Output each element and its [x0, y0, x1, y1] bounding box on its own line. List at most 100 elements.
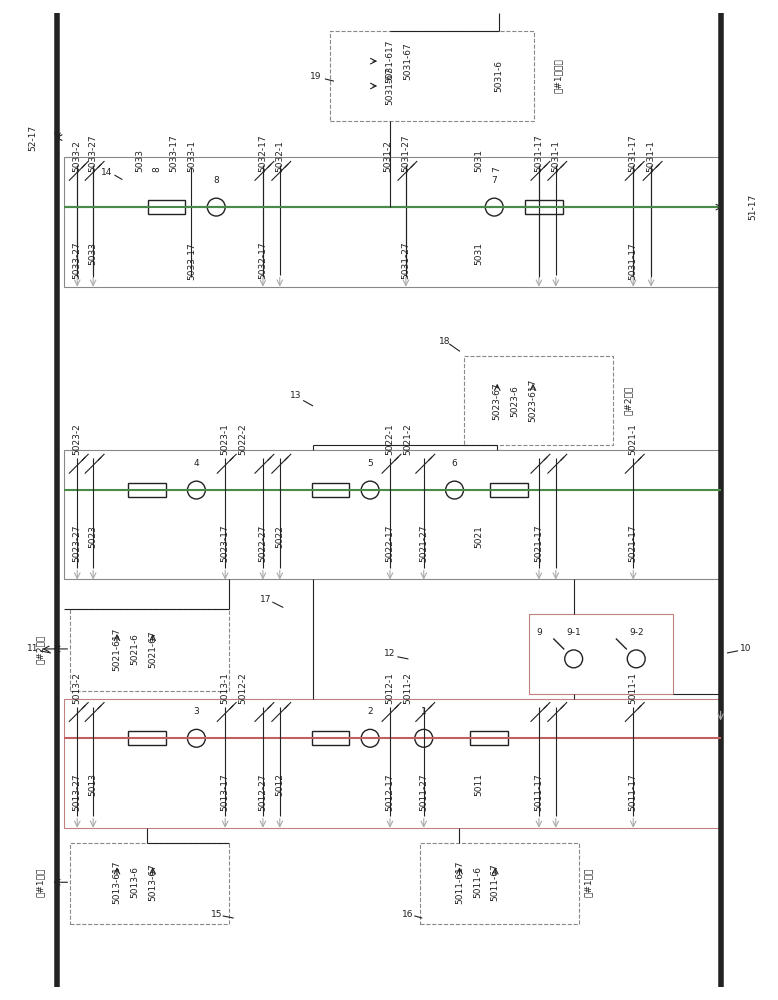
- Bar: [529, 614, 673, 694]
- Bar: [65, 699, 720, 828]
- Text: 5013-27: 5013-27: [72, 773, 82, 811]
- Bar: [525, 200, 562, 214]
- Text: 5022-2: 5022-2: [239, 424, 247, 455]
- Bar: [471, 731, 508, 745]
- Text: 5022-1: 5022-1: [385, 424, 394, 455]
- Circle shape: [415, 729, 433, 747]
- Text: 5021-6: 5021-6: [131, 633, 139, 665]
- Text: 5032-17: 5032-17: [258, 242, 268, 279]
- Circle shape: [627, 650, 645, 668]
- Text: 5033-27: 5033-27: [89, 135, 97, 172]
- Text: 52-17: 52-17: [28, 125, 37, 151]
- Text: 7: 7: [492, 167, 501, 172]
- Text: 5021-27: 5021-27: [419, 525, 428, 562]
- Text: 5013-1: 5013-1: [221, 672, 230, 704]
- Text: 5012: 5012: [275, 773, 284, 796]
- Text: 13: 13: [290, 391, 301, 400]
- Text: 5031-6: 5031-6: [495, 60, 503, 92]
- Bar: [311, 483, 349, 497]
- Text: 5: 5: [367, 459, 373, 468]
- Text: 5023-17: 5023-17: [221, 525, 230, 562]
- Text: 5011-2: 5011-2: [403, 672, 412, 704]
- Text: 5031-2: 5031-2: [384, 140, 393, 172]
- Circle shape: [361, 729, 379, 747]
- Text: 6: 6: [452, 459, 457, 468]
- Text: 5031-27: 5031-27: [401, 135, 410, 172]
- Text: 5011-27: 5011-27: [419, 773, 428, 811]
- Text: 5031-17: 5031-17: [629, 135, 638, 172]
- Text: 14: 14: [101, 168, 113, 177]
- Text: 5031-17: 5031-17: [629, 242, 638, 280]
- Text: 5022: 5022: [275, 525, 284, 548]
- Text: 5033-17: 5033-17: [187, 242, 196, 280]
- Text: 9: 9: [536, 628, 541, 637]
- Text: 至#1进线: 至#1进线: [584, 868, 593, 897]
- Bar: [65, 157, 720, 287]
- Text: 5021-67: 5021-67: [148, 630, 157, 668]
- Bar: [128, 731, 166, 745]
- Text: 5033: 5033: [135, 149, 144, 172]
- Text: 5011-6: 5011-6: [473, 866, 482, 898]
- Bar: [70, 843, 230, 924]
- Text: 5033-2: 5033-2: [72, 140, 82, 172]
- Text: 5011-17: 5011-17: [534, 773, 543, 811]
- Text: 19: 19: [310, 72, 321, 81]
- Text: 5012-2: 5012-2: [239, 672, 247, 704]
- Circle shape: [187, 729, 205, 747]
- Text: 至#2出线: 至#2出线: [36, 634, 45, 664]
- Text: 5022-27: 5022-27: [258, 525, 268, 562]
- Text: 5031-1: 5031-1: [552, 140, 560, 172]
- Text: 1: 1: [421, 707, 426, 716]
- Text: 5021-617: 5021-617: [113, 627, 121, 671]
- Text: 5012-27: 5012-27: [258, 773, 268, 811]
- Text: 4: 4: [194, 459, 199, 468]
- Text: 5031: 5031: [474, 149, 483, 172]
- Text: 5031-67: 5031-67: [403, 42, 412, 80]
- Text: 5023-67: 5023-67: [492, 382, 502, 420]
- Text: 5031: 5031: [474, 242, 483, 265]
- Text: 至#1出线: 至#1出线: [36, 868, 45, 897]
- Text: 5032-17: 5032-17: [258, 135, 268, 172]
- Text: 51-17: 51-17: [748, 194, 757, 220]
- Text: 5013-6: 5013-6: [131, 866, 139, 898]
- Circle shape: [485, 198, 503, 216]
- Text: 5013-67: 5013-67: [148, 863, 157, 901]
- Text: 5021-17: 5021-17: [534, 525, 543, 562]
- Text: 5031-1: 5031-1: [647, 140, 656, 172]
- Text: 5013-2: 5013-2: [72, 672, 82, 704]
- Text: 5021-17: 5021-17: [629, 525, 638, 562]
- Circle shape: [565, 650, 583, 668]
- Bar: [490, 483, 528, 497]
- Text: 12: 12: [384, 649, 396, 658]
- Text: 5031-17: 5031-17: [534, 135, 543, 172]
- Text: 15: 15: [211, 910, 222, 919]
- Text: 5021-2: 5021-2: [403, 424, 412, 455]
- Text: 5033: 5033: [89, 242, 97, 265]
- Text: 5033-1: 5033-1: [187, 140, 196, 172]
- Text: 5023: 5023: [89, 525, 97, 548]
- Text: 5011-1: 5011-1: [629, 672, 638, 704]
- Text: 9-1: 9-1: [566, 628, 581, 637]
- Bar: [420, 843, 579, 924]
- Bar: [331, 31, 534, 121]
- Text: 5021: 5021: [474, 525, 483, 548]
- Text: 5012-17: 5012-17: [385, 773, 394, 811]
- Text: 5031-27: 5031-27: [401, 242, 410, 279]
- Text: 5023-2: 5023-2: [72, 424, 82, 455]
- Circle shape: [361, 481, 379, 499]
- Text: 5021-1: 5021-1: [629, 423, 638, 455]
- Text: 至#1联络变: 至#1联络变: [554, 59, 563, 93]
- Text: 8: 8: [152, 167, 161, 172]
- Text: 5031-617: 5031-617: [385, 39, 394, 83]
- Bar: [148, 200, 185, 214]
- Text: 5023-617: 5023-617: [528, 379, 538, 422]
- Text: 5033-17: 5033-17: [169, 135, 178, 172]
- Text: 5023-6: 5023-6: [510, 385, 520, 417]
- Text: 17: 17: [260, 595, 272, 604]
- Text: 3: 3: [194, 707, 199, 716]
- Text: 5031-67: 5031-67: [385, 67, 394, 105]
- Text: 5033-27: 5033-27: [72, 242, 82, 279]
- Text: 5011-67: 5011-67: [491, 863, 499, 901]
- Text: 7: 7: [492, 176, 497, 185]
- Text: 5013-17: 5013-17: [221, 773, 230, 811]
